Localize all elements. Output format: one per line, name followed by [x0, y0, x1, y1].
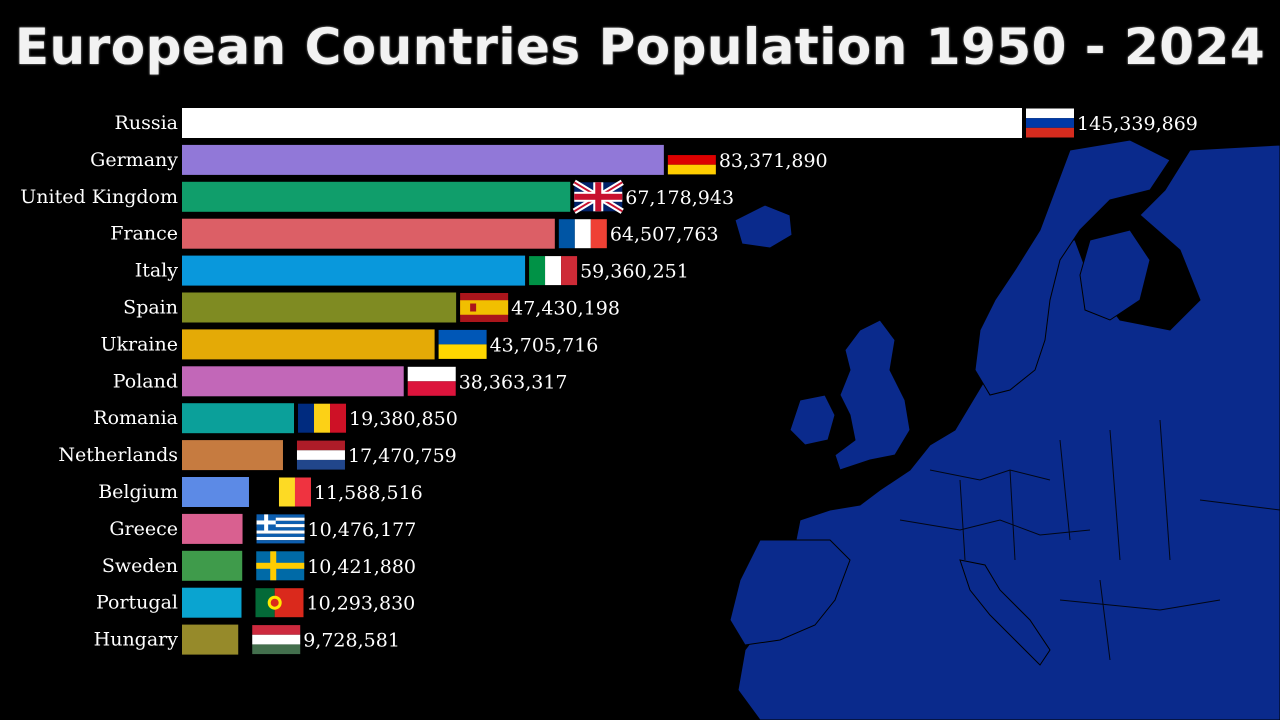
italy-flag-icon [529, 256, 578, 286]
category-label-france: France [110, 223, 178, 245]
category-label-united-kingdom: United Kingdom [20, 186, 178, 208]
value-label-france: 64,507,763 [610, 224, 719, 246]
category-label-italy: Italy [135, 260, 179, 282]
bar-poland [182, 366, 404, 397]
bar-spain [182, 292, 457, 323]
value-label-germany: 83,371,890 [719, 150, 828, 172]
value-label-sweden: 10,421,880 [307, 556, 416, 578]
value-label-ukraine: 43,705,716 [490, 334, 599, 356]
category-label-germany: Germany [90, 149, 178, 171]
bar-netherlands [182, 440, 283, 471]
netherlands-flag-icon [296, 440, 345, 470]
ukraine-flag-icon [438, 329, 487, 359]
united-kingdom-flag-icon [572, 179, 624, 214]
bar-italy [182, 255, 526, 286]
value-label-spain: 47,430,198 [511, 298, 620, 320]
france-flag-icon [558, 219, 607, 249]
bar-germany [182, 144, 664, 175]
category-label-romania: Romania [93, 407, 178, 429]
category-label-belgium: Belgium [98, 481, 178, 503]
value-label-hungary: 9,728,581 [303, 630, 400, 652]
category-label-greece: Greece [109, 518, 178, 540]
germany-flag-icon [667, 145, 716, 175]
poland-flag-icon [407, 366, 456, 396]
bar-hungary [182, 624, 239, 655]
value-label-russia: 145,339,869 [1077, 113, 1198, 135]
romania-flag-icon [298, 403, 347, 433]
belgium-flag-icon [262, 477, 311, 507]
greece-flag-icon [256, 514, 305, 544]
category-label-hungary: Hungary [94, 629, 179, 651]
portugal-flag-icon [255, 588, 304, 618]
category-label-portugal: Portugal [96, 592, 178, 614]
value-label-belgium: 11,588,516 [314, 482, 423, 504]
bar-sweden [182, 550, 243, 581]
bar-greece [182, 513, 243, 544]
chart-title: European Countries Population 1950 - 202… [14, 18, 1266, 76]
value-label-greece: 10,476,177 [308, 519, 417, 541]
value-label-poland: 38,363,317 [459, 371, 568, 393]
bar-belgium [182, 477, 249, 507]
value-label-united-kingdom: 67,178,943 [625, 187, 734, 209]
value-label-portugal: 10,293,830 [306, 593, 415, 615]
spain-flag-icon [460, 293, 509, 322]
category-label-ukraine: Ukraine [101, 333, 179, 355]
hungary-flag-icon [252, 625, 301, 655]
category-label-russia: Russia [115, 112, 178, 134]
bar-russia [182, 108, 1022, 138]
value-label-romania: 19,380,850 [349, 408, 458, 430]
value-label-italy: 59,360,251 [580, 261, 689, 283]
value-label-netherlands: 17,470,759 [348, 445, 457, 467]
bar-portugal [182, 587, 242, 618]
bar-ukraine [182, 329, 435, 360]
sweden-flag-icon [256, 551, 305, 581]
category-label-sweden: Sweden [102, 555, 178, 577]
category-label-netherlands: Netherlands [58, 444, 178, 466]
category-label-spain: Spain [123, 297, 178, 319]
bar-romania [182, 403, 295, 434]
bar-united-kingdom [182, 181, 571, 212]
russia-flag-icon [1026, 108, 1074, 138]
category-label-poland: Poland [113, 370, 178, 392]
bar-france [182, 218, 555, 249]
